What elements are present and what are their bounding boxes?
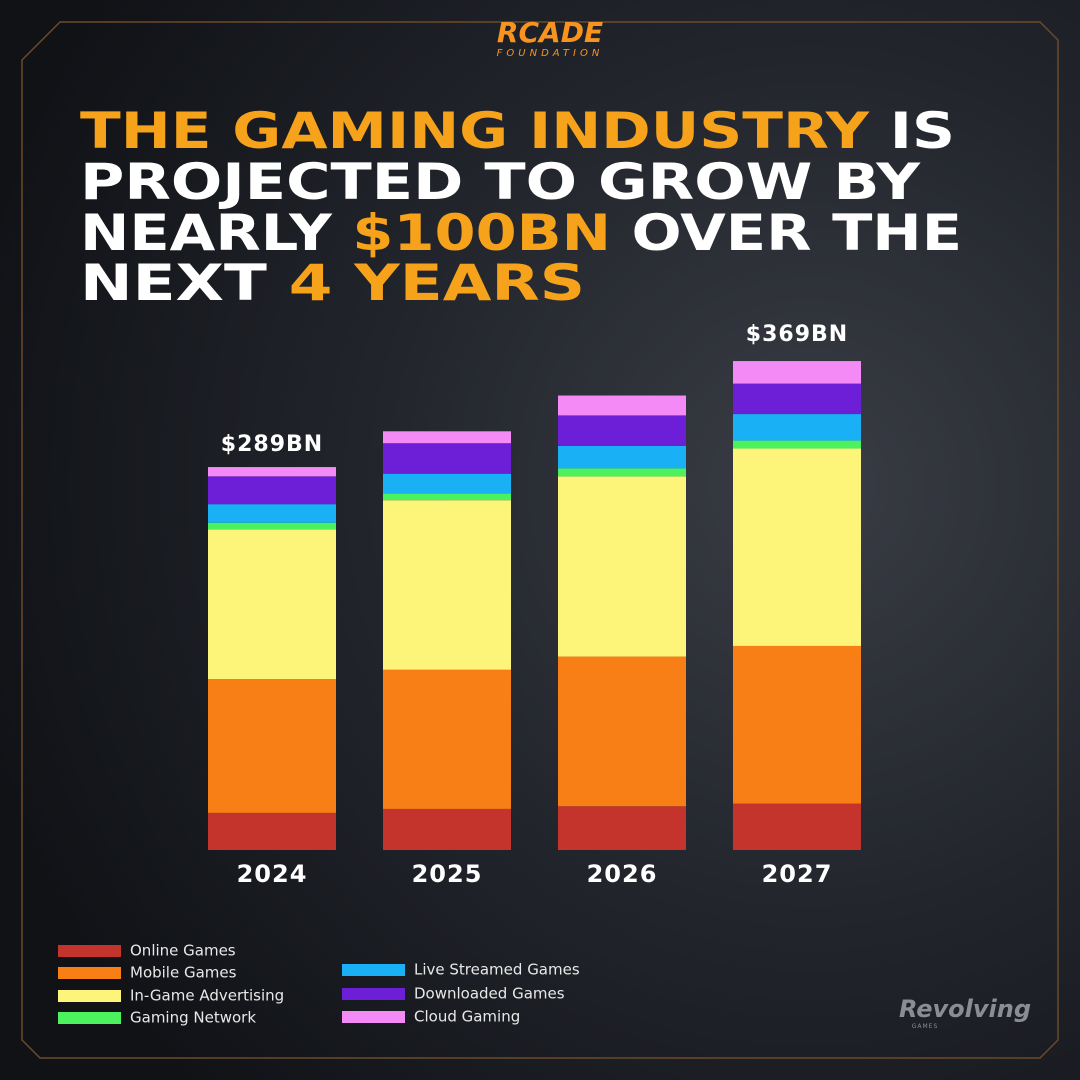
title-part: OVER THE — [611, 204, 962, 262]
bar-segment — [733, 383, 861, 415]
title-part: 4 YEARS — [289, 254, 585, 312]
bar-segment — [208, 476, 336, 505]
bar-segment — [558, 656, 686, 807]
legend-swatch — [342, 988, 405, 1000]
legend-swatch — [58, 990, 121, 1002]
bar-segment — [383, 443, 511, 474]
legend-swatch — [58, 945, 121, 957]
bar-segment — [733, 440, 861, 449]
legend-label: Cloud Gaming — [414, 1008, 520, 1026]
title-part: PROJECTED TO GROW BY — [80, 153, 921, 211]
title-line: NEARLY $100BN OVER THE — [80, 204, 962, 262]
x-tick-label: 2026 — [587, 860, 658, 888]
legend-swatch — [58, 1012, 121, 1024]
bar-segment — [558, 445, 686, 469]
bar-segment — [208, 529, 336, 680]
total-label: $369BN — [746, 322, 848, 347]
title-part: IS — [869, 102, 955, 160]
bar-segment — [383, 493, 511, 501]
frame — [21, 21, 1059, 1059]
title-line: THE GAMING INDUSTRY IS — [80, 102, 955, 160]
title-part: NEARLY — [80, 204, 352, 262]
bar-segment — [558, 476, 686, 657]
bar-segment — [733, 361, 861, 384]
logo: RCADE — [497, 16, 603, 49]
bar-segment — [383, 669, 511, 809]
bar-segment — [208, 467, 336, 477]
bar-segment — [208, 504, 336, 523]
legend-label: Mobile Games — [130, 964, 237, 982]
bar-segment — [558, 395, 686, 416]
x-tick-label: 2024 — [237, 860, 308, 888]
bar-segment — [558, 468, 686, 477]
legend-label: Live Streamed Games — [414, 961, 580, 979]
title-part: $100BN — [352, 204, 611, 262]
title-line: PROJECTED TO GROW BY — [80, 153, 921, 211]
logo-sub: FOUNDATION — [497, 48, 604, 59]
partner-logo: Revolving — [899, 995, 1031, 1023]
x-tick-label: 2027 — [762, 860, 833, 888]
bar-segment — [733, 414, 861, 441]
title-part: NEXT — [80, 254, 289, 312]
bar-segment — [383, 808, 511, 850]
partner-sub: GAMES — [912, 1023, 939, 1030]
bar-segment — [208, 522, 336, 530]
bar-segment — [383, 431, 511, 444]
bar-segment — [733, 803, 861, 850]
x-tick-label: 2025 — [412, 860, 483, 888]
legend-swatch — [342, 1011, 405, 1023]
bar-segment — [558, 415, 686, 446]
legend-label: Online Games — [130, 942, 236, 960]
total-label: $289BN — [221, 432, 323, 457]
bar-segment — [733, 645, 861, 804]
bar-segment — [383, 473, 511, 494]
bar-segment — [383, 500, 511, 670]
title-part: THE GAMING INDUSTRY — [80, 102, 870, 160]
bar-segment — [208, 812, 336, 850]
legend-label: Downloaded Games — [414, 985, 565, 1003]
title-line: NEXT 4 YEARS — [80, 254, 585, 312]
legend-swatch — [58, 967, 121, 979]
bar-segment — [558, 806, 686, 850]
legend-label: Gaming Network — [130, 1009, 256, 1027]
legend-swatch — [342, 964, 405, 976]
bar-segment — [733, 448, 861, 646]
bar-segment — [208, 679, 336, 813]
legend-label: In-Game Advertising — [130, 987, 284, 1005]
